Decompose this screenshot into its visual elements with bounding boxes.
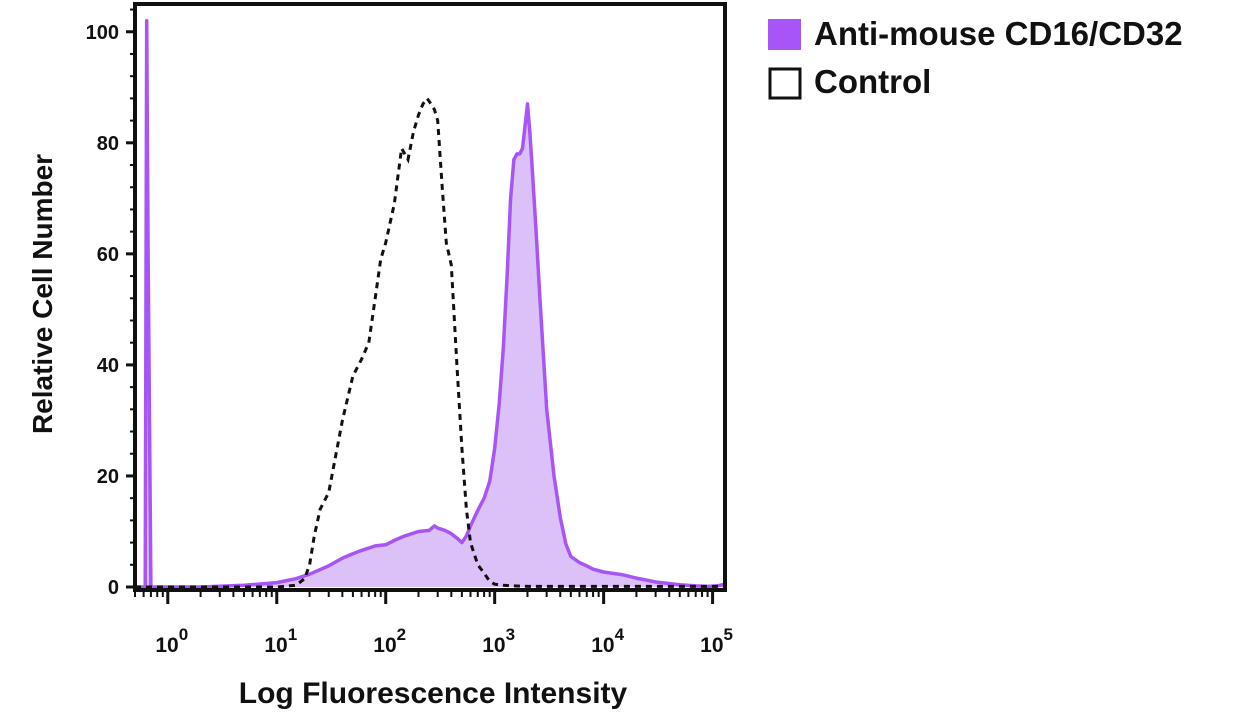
x-axis-title: Log Fluorescence Intensity xyxy=(239,677,628,710)
y-tick-label: 20 xyxy=(97,466,119,488)
x-tick-label: 103 xyxy=(482,625,515,657)
x-tick-label: 105 xyxy=(700,625,733,657)
y-tick-label: 100 xyxy=(86,22,119,44)
series-line-control xyxy=(135,95,725,589)
y-tick-label: 60 xyxy=(97,244,119,266)
y-tick-label: 40 xyxy=(97,355,119,377)
plot-area xyxy=(135,18,726,589)
x-tick-label: 101 xyxy=(264,625,297,657)
x-tick-label: 100 xyxy=(155,625,188,657)
legend: Anti-mouse CD16/CD32 Control xyxy=(768,15,1183,100)
legend-label-anti-mouse-cd16-cd32: Anti-mouse CD16/CD32 xyxy=(814,15,1183,52)
legend-swatch-control xyxy=(768,67,802,100)
x-tick-label: 104 xyxy=(591,625,624,657)
legend-swatch-anti-mouse-cd16-cd32 xyxy=(768,19,801,50)
plot-frame xyxy=(133,2,727,592)
y-tick-label: 80 xyxy=(97,133,119,155)
series-area-anti-mouse-cd16-cd32 xyxy=(135,20,725,587)
x-tick-label: 102 xyxy=(373,625,406,657)
y-axis-title: Relative Cell Number xyxy=(27,154,58,434)
legend-label-control: Control xyxy=(814,63,931,100)
y-tick-label: 0 xyxy=(108,577,119,599)
series-line-anti-mouse-cd16-cd32 xyxy=(135,18,726,589)
